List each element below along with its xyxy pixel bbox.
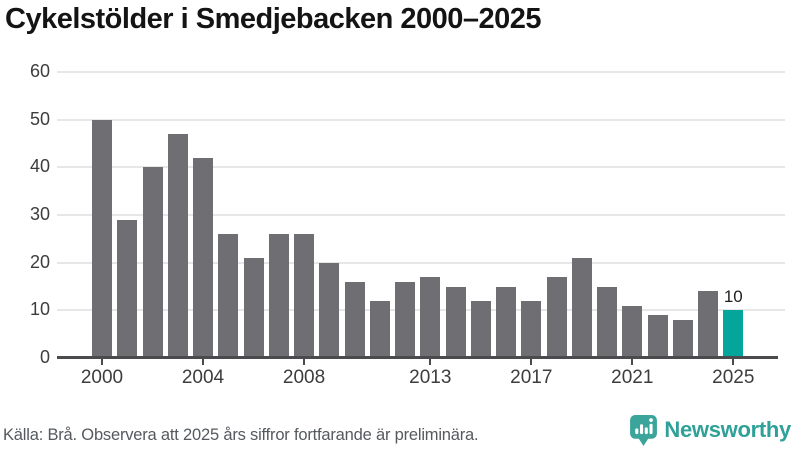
y-axis-label: 30 [29,204,50,224]
axis-tick [530,359,533,365]
bar-2002 [142,167,163,358]
bar-2003 [167,133,188,358]
x-axis-label: 2000 [80,367,124,388]
x-axis-label: 2025 [712,367,755,388]
brand-name: Newsworthy [664,417,791,442]
gridline [57,261,785,264]
bar-2019 [571,257,592,358]
y-axis-label: 60 [29,61,50,81]
y-axis-label: 0 [39,347,50,367]
bar-2015 [470,300,491,358]
bar-2024 [698,291,719,358]
bar-2025 [723,310,744,358]
axis-tick [303,359,306,365]
bar-2006 [243,257,264,358]
axis-tick [101,359,103,365]
source-note: Källa: Brå. Observera att 2025 års siffr… [3,426,479,444]
gridline [57,166,785,169]
bar-2010 [344,281,365,358]
y-axis-label: 40 [29,156,50,177]
x-axis-line [57,356,778,359]
bar-2007 [268,234,289,358]
gridline [57,118,785,121]
bar-2017 [521,300,542,358]
bar-2021 [622,305,643,358]
bar-2008 [294,234,315,358]
bar-2020 [597,286,618,358]
y-axis-label: 50 [29,108,50,129]
x-axis-label: 2013 [409,367,452,388]
gridline [57,214,785,216]
bar-2013 [420,276,441,358]
x-axis-label: 2004 [181,367,225,388]
bar-2001 [117,219,138,358]
axis-tick [631,359,634,365]
y-axis-label: 20 [29,251,50,272]
page-title: Cykelstölder i Smedjebacken 2000–2025 [5,3,542,35]
x-axis-label: 2008 [282,367,326,388]
bar-2016 [496,286,517,358]
bar-2022 [647,315,668,358]
bar-2011 [369,300,390,358]
newsworthy-brand: Newsworthy [630,414,791,446]
bar-2009 [319,262,340,358]
bar-chart: 0 10 20 30 40 50 60 10 2000 2004 2008 2013 2017 2021 2… [30,61,785,388]
x-axis-label: 2021 [611,367,654,388]
axis-tick [732,359,735,365]
bar-2000 [92,119,112,358]
y-axis-label: 10 [29,299,50,320]
gridline [57,71,785,73]
bar-2012 [395,281,416,358]
bar-2023 [672,319,693,358]
axis-tick [429,359,432,365]
bar-2018 [546,276,567,358]
bar-2014 [445,286,466,358]
x-axis-label: 2017 [510,367,553,388]
newsworthy-logo-icon [630,414,658,446]
highlight-value-label: 10 [723,287,743,307]
bar-2005 [218,234,239,358]
bar-2004 [193,157,213,358]
axis-tick [202,359,204,365]
